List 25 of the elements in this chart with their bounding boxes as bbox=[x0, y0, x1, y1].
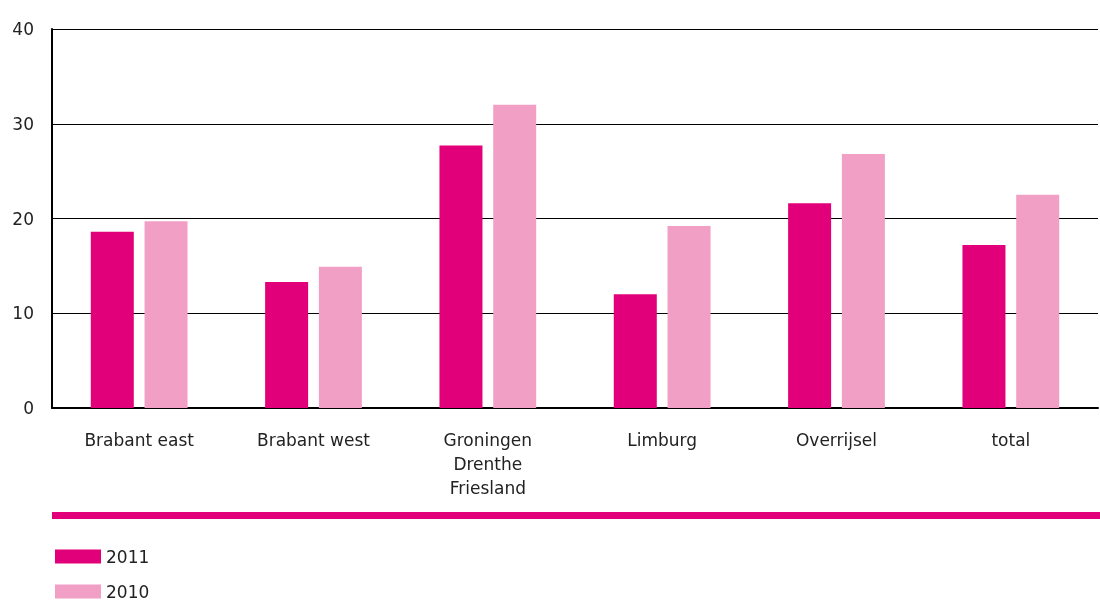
y-tick-label: 40 bbox=[12, 19, 34, 39]
bar bbox=[318, 266, 362, 408]
bar bbox=[493, 104, 537, 408]
legend-label: 2010 bbox=[106, 581, 150, 602]
bar bbox=[962, 245, 1006, 408]
bar bbox=[90, 231, 134, 408]
x-tick-label: total bbox=[991, 430, 1031, 450]
bar bbox=[841, 154, 885, 408]
y-tick-label: 20 bbox=[12, 208, 34, 229]
bar bbox=[667, 226, 711, 408]
bar bbox=[613, 294, 657, 408]
bar bbox=[439, 145, 483, 408]
y-tick-label: 10 bbox=[12, 303, 34, 324]
bar bbox=[788, 203, 832, 408]
x-tick-label: Overrijsel bbox=[795, 430, 878, 450]
x-tick-label: Brabant east bbox=[84, 430, 195, 450]
bar bbox=[265, 281, 309, 408]
bar bbox=[1016, 194, 1060, 408]
x-tick-label: Limburg bbox=[627, 430, 698, 450]
x-tick-label: Brabant west bbox=[256, 430, 371, 450]
y-tick-label: 30 bbox=[12, 113, 34, 134]
x-tick-label: Groningen Drenthe Friesland bbox=[443, 430, 533, 498]
bar bbox=[144, 221, 188, 408]
y-tick-label: 0 bbox=[23, 398, 34, 418]
legend-label: 2011 bbox=[106, 546, 150, 567]
